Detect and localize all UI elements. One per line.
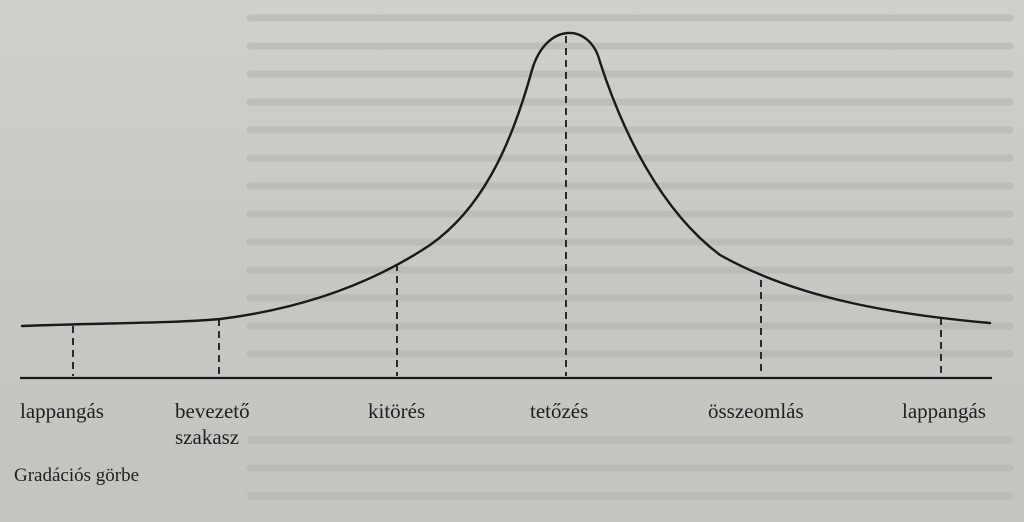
- phase-label-line2: szakasz: [175, 425, 240, 449]
- phase-label-line1: lappangás: [902, 399, 986, 423]
- phase-label-line1: összeomlás: [708, 399, 804, 423]
- phase-label-bevezeto-szakasz: bevezető szakasz: [175, 398, 250, 450]
- phase-label-line1: bevezető: [175, 399, 250, 423]
- phase-label-osszeomlas: összeomlás: [708, 398, 804, 424]
- figure-caption: Gradációs görbe: [14, 465, 140, 486]
- phase-label-line1: tetőzés: [530, 399, 589, 423]
- phase-label-line1: kitörés: [368, 399, 426, 423]
- gradation-curve: [20, 31, 992, 328]
- phase-label-line1: lappangás: [20, 399, 104, 423]
- background-text-lines: [246, 14, 1014, 500]
- phase-label-lappangas-start: lappangás: [20, 398, 104, 424]
- phase-label-lappangas-end: lappangás: [902, 398, 986, 424]
- phase-label-kitores: kitörés: [368, 398, 425, 424]
- phase-label-tetozes: tetőzés: [530, 398, 588, 424]
